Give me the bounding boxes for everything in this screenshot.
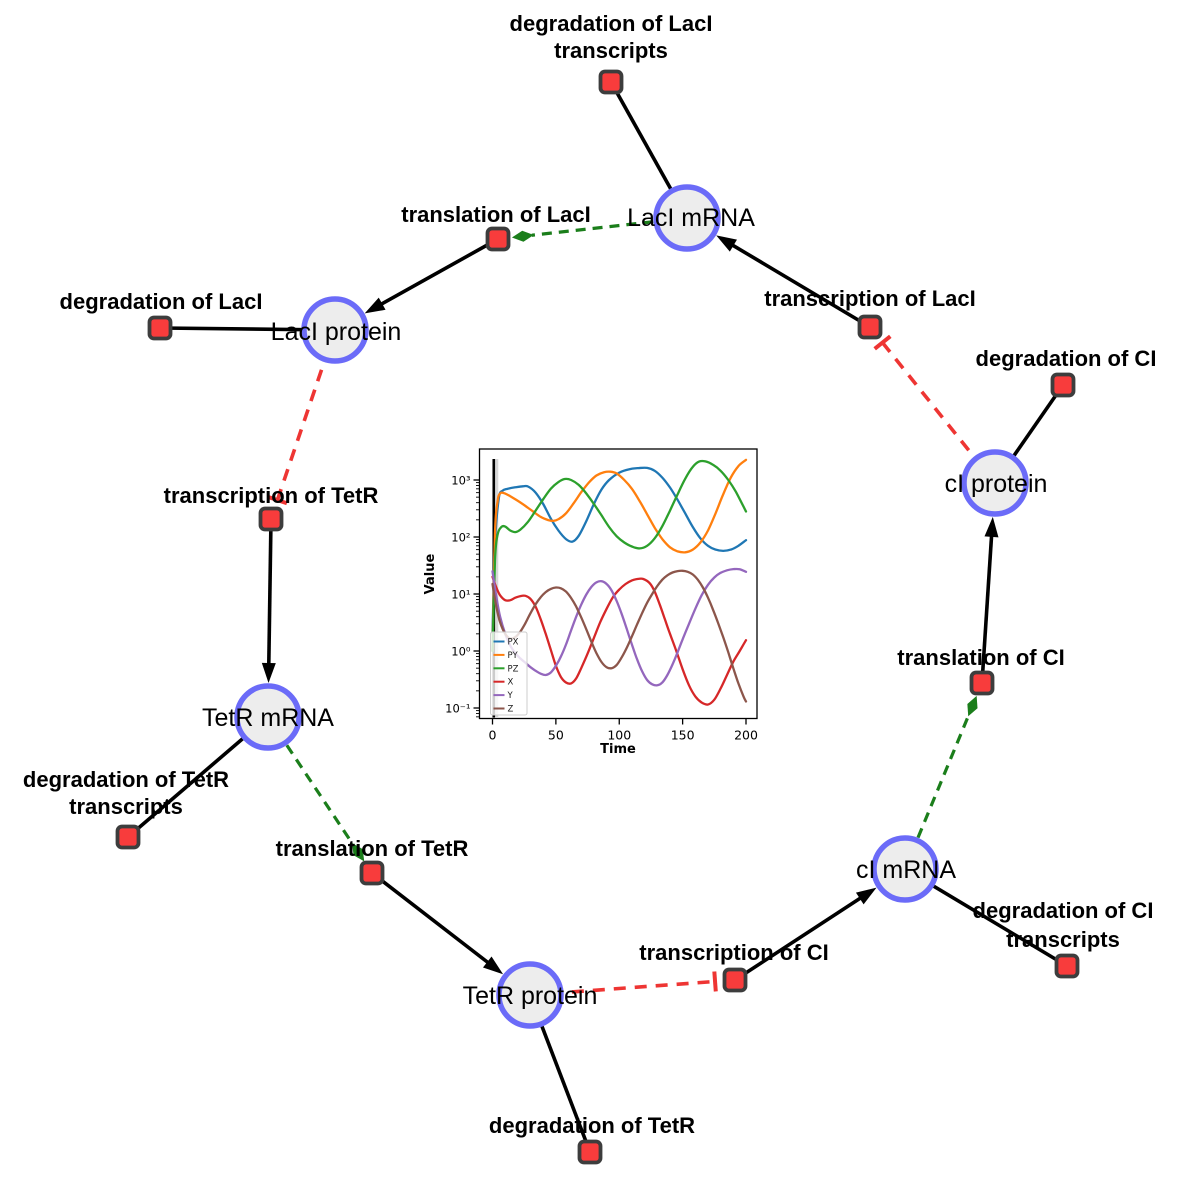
series-line-PZ [491,459,748,653]
series-line-Z [491,569,748,703]
series-line-PX [491,466,748,635]
arrowhead-icon [482,956,504,975]
species-node-ci_mrna [871,835,939,903]
reaction-node-deg_laci_tx [598,69,624,95]
modifier-arrowhead-icon [967,695,978,717]
series-line-X [491,575,748,706]
series-line-PY [491,458,748,653]
production-edge [266,518,273,672]
reaction-label-deg_tetr_tx: transcripts [69,794,183,819]
y-tick-label: 10² [451,531,470,545]
x-tick-label: 0 [489,728,497,743]
reaction-label-tl_tetr: translation of TetR [276,836,469,861]
x-tick-label: 200 [734,728,758,743]
species-label-tetr_mrna: TetR mRNA [202,704,334,732]
species-label-ci_protein: cI protein [945,470,1048,498]
x-tick-label: 150 [671,728,695,743]
legend-label-Z: Z [508,705,514,715]
production-edge [725,239,871,329]
inhibition-tee-icon [873,334,892,351]
y-tick-label: 10³ [451,474,471,488]
reaction-label-deg_laci: degradation of LacI [60,289,263,314]
reaction-node-deg_laci [147,315,173,341]
reaction-label-tr_tetr: transcription of TetR [164,483,379,508]
modifier-arrowhead-icon [352,843,365,862]
arrowhead-icon [364,297,386,314]
reaction-label-deg_laci_tx: degradation of LacI [510,11,713,36]
species-label-ci_mrna: cI mRNA [856,856,956,884]
reaction-label-deg_ci: degradation of CI [976,346,1157,371]
x-tick-label: 100 [607,728,631,743]
species-label-tetr_protein: TetR protein [463,982,598,1010]
species-node-ci_protein [961,449,1029,517]
y-axis-label: Value [423,553,438,594]
legend-label-X: X [508,678,514,688]
species-node-tetr_mrna [234,683,302,751]
arrowhead-icon [984,516,999,538]
arrowhead-icon [855,887,877,905]
y-tick-label: 10⁻¹ [445,702,470,716]
modifier-arrowhead-icon [511,230,534,242]
labels-layer: LacI mRNA LacI protein TetR mRNA TetR prote… [23,11,1157,1138]
reaction-label-deg_tetr: degradation of TetR [489,1113,695,1138]
reaction-label-tr_laci: transcription of LacI [764,286,975,311]
species-node-tetr_protein [496,961,564,1029]
reaction-node-tr_ci [722,967,748,993]
y-tick-label: 10¹ [451,588,470,602]
reaction-node-tl_laci [485,226,511,252]
reaction-node-tr_tetr [258,506,284,532]
reaction-label-deg_tetr_tx: degradation of TetR [23,767,229,792]
series-line-Y [491,567,748,687]
species-label-laci_protein: LacI protein [271,318,402,346]
legend-label-PZ: PZ [508,664,519,674]
reaction-label-tl_ci: translation of CI [897,645,1064,670]
reaction-node-tl_tetr [359,860,385,886]
arrowhead-icon [261,662,276,684]
reaction-label-deg_ci_tx: transcripts [1006,927,1120,952]
legend-label-PY: PY [508,651,519,661]
inhibition-tee-icon [712,971,718,992]
reaction-node-deg_tetr [577,1139,603,1165]
x-axis-label: Time [600,742,636,757]
reaction-node-tr_laci [857,314,883,340]
legend-label-Y: Y [507,691,514,701]
reaction-node-tl_ci [969,670,995,696]
production-edge [370,871,495,969]
reaction-node-deg_tetr_tx [115,824,141,850]
nodes-layer [115,69,1080,1165]
plot-curves [491,458,748,706]
reaction-label-tr_ci: transcription of CI [639,940,828,965]
arrowhead-icon [716,235,737,252]
reaction-label-tl_laci: translation of LacI [401,202,590,227]
reaction-node-deg_ci_tx [1054,953,1080,979]
chart-layer: 0 50 100 150 200 10⁻¹ 10⁰ 10¹ 10² 10³ Time Value PX P… [423,448,758,757]
reaction-node-deg_ci [1050,372,1076,398]
reaction-label-deg_laci_tx: transcripts [554,38,668,63]
production-edge [734,892,868,982]
x-tick-label: 50 [548,728,564,743]
species-node-laci_protein [301,296,369,364]
species-label-laci_mrna: LacI mRNA [627,204,755,232]
modifier-edge [903,713,971,870]
species-node-laci_mrna [653,184,721,252]
production-edge [980,528,994,684]
reaction-label-deg_ci_tx: degradation of CI [973,898,1154,923]
legend-label-PX: PX [508,638,519,648]
inhibition-tee-icon [267,494,288,506]
y-tick-label: 10⁰ [451,645,471,659]
production-edge [374,237,499,310]
